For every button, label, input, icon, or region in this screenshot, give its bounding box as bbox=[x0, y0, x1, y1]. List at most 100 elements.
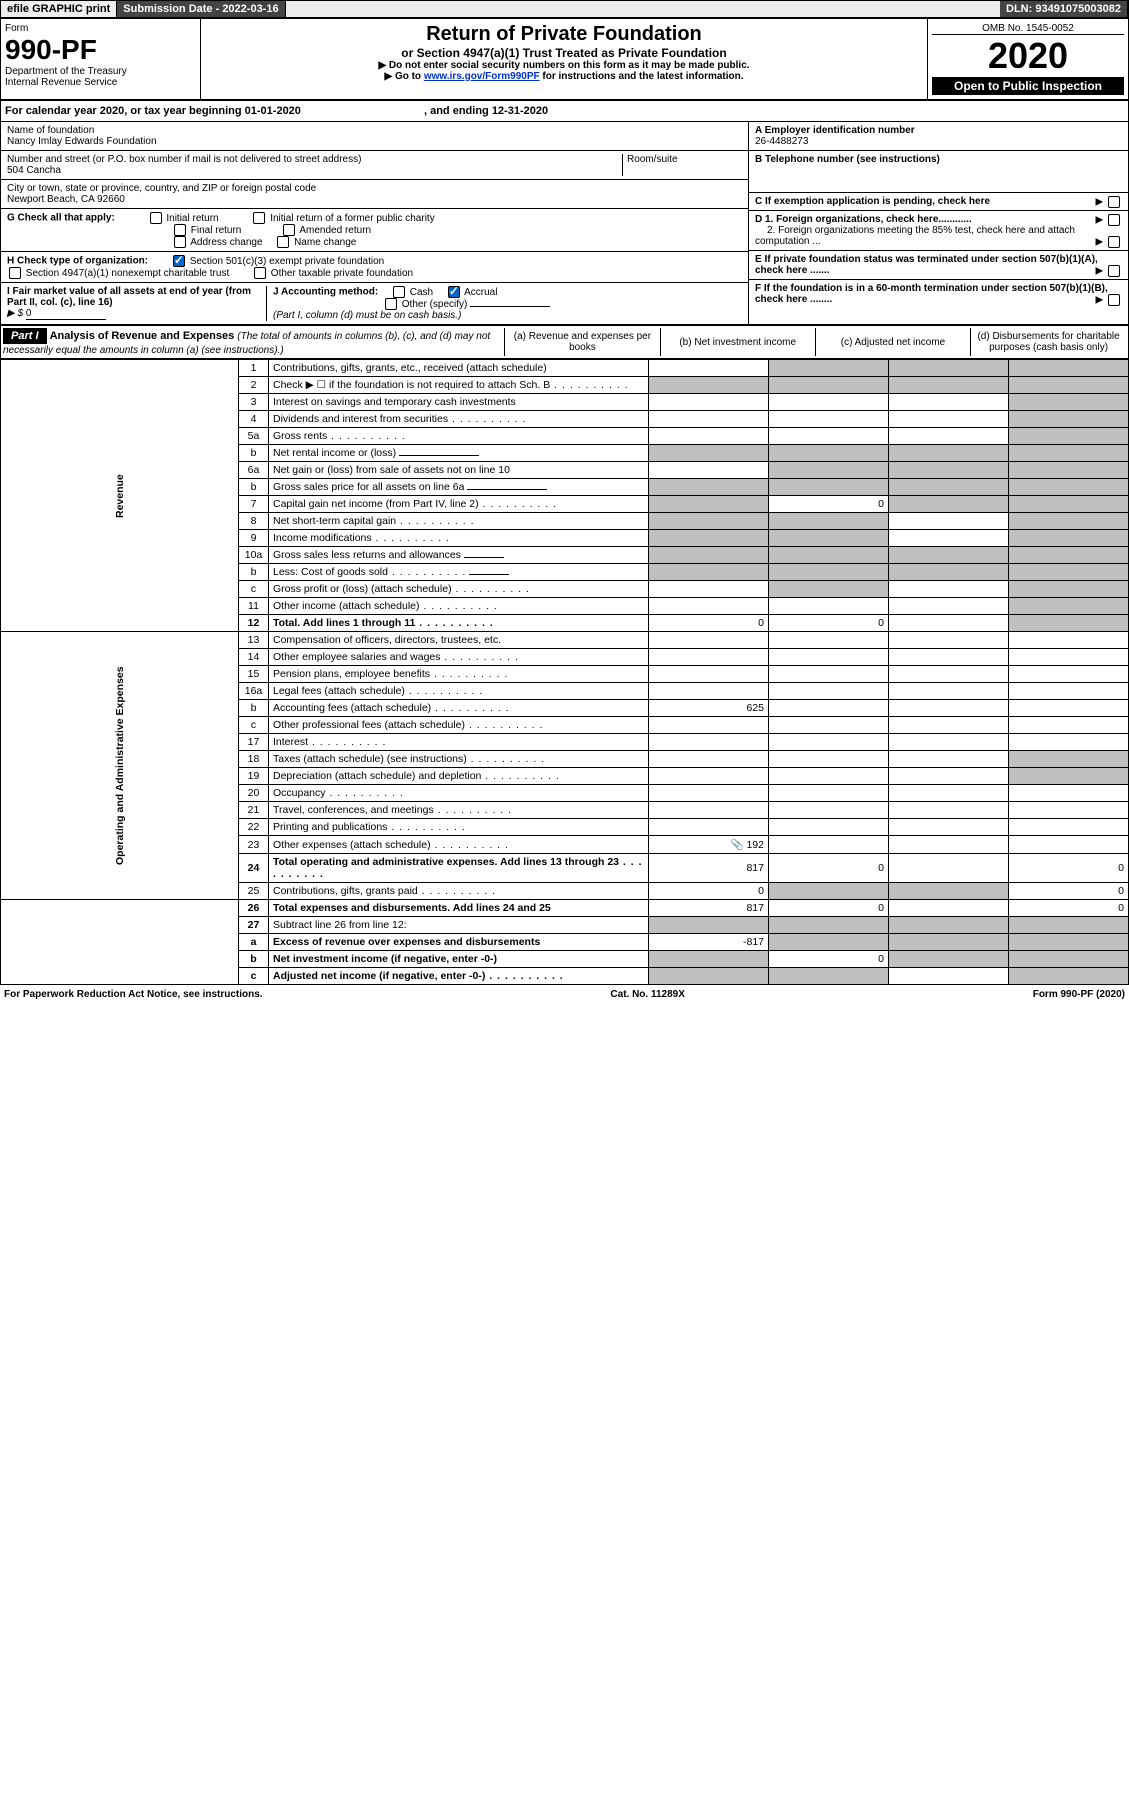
g-lbl: G Check all that apply: bbox=[7, 213, 115, 224]
col-b: (b) Net investment income bbox=[660, 328, 815, 356]
j-cash[interactable]: Cash bbox=[391, 287, 433, 298]
id-right: A Employer identification number 26-4488… bbox=[748, 122, 1128, 324]
col-a: (a) Revenue and expenses per books bbox=[505, 328, 660, 356]
form-header: Form 990-PF Department of the Treasury I… bbox=[0, 18, 1129, 100]
part1-tag: Part I bbox=[3, 328, 47, 344]
h-lbl: H Check type of organization: bbox=[7, 256, 148, 267]
h-o2[interactable]: Section 4947(a)(1) nonexempt charitable … bbox=[7, 268, 229, 279]
form-label: Form bbox=[5, 23, 196, 34]
foundation-name: Nancy Imlay Edwards Foundation bbox=[7, 136, 742, 147]
tax-year: 2020 bbox=[932, 35, 1124, 77]
note-pre: ▶ Go to bbox=[384, 71, 423, 82]
addr: 504 Cancha bbox=[7, 165, 622, 176]
ij-row: I Fair market value of all assets at end… bbox=[1, 283, 748, 324]
open-inspection: Open to Public Inspection bbox=[932, 77, 1124, 95]
h-o3[interactable]: Other taxable private foundation bbox=[252, 268, 413, 279]
col-c: (c) Adjusted net income bbox=[815, 328, 970, 356]
note-link: ▶ Go to www.irs.gov/Form990PF for instru… bbox=[205, 71, 923, 82]
cat-no: Cat. No. 11289X bbox=[610, 989, 684, 1000]
tel-row: B Telephone number (see instructions) bbox=[749, 151, 1128, 193]
g-o1[interactable]: Initial return bbox=[148, 213, 219, 224]
g-o2[interactable]: Initial return of a former public charit… bbox=[251, 213, 434, 224]
g-o4[interactable]: Amended return bbox=[281, 225, 371, 236]
form-ref: Form 990-PF (2020) bbox=[1033, 989, 1125, 1000]
addr-row: Number and street (or P.O. box number if… bbox=[1, 151, 748, 180]
row-26: 26Total expenses and disbursements. Add … bbox=[1, 900, 1129, 917]
d1-check[interactable]: ▶ bbox=[1096, 214, 1122, 226]
tel-lbl: B Telephone number (see instructions) bbox=[755, 154, 940, 165]
addr-cell: Number and street (or P.O. box number if… bbox=[7, 154, 622, 176]
form-subtitle: or Section 4947(a)(1) Trust Treated as P… bbox=[205, 46, 923, 60]
efile-label: efile GRAPHIC print bbox=[1, 1, 117, 17]
oae-label: Operating and Administrative Expenses bbox=[1, 632, 239, 900]
header-right: OMB No. 1545-0052 2020 Open to Public In… bbox=[928, 19, 1128, 99]
addr-lbl: Number and street (or P.O. box number if… bbox=[7, 154, 622, 165]
cal-b: , and ending 12-31-2020 bbox=[424, 105, 548, 117]
omb: OMB No. 1545-0052 bbox=[932, 23, 1124, 35]
dln: DLN: 93491075003082 bbox=[1000, 1, 1128, 17]
g-o3[interactable]: Final return bbox=[172, 225, 241, 236]
row-13: Operating and Administrative Expenses 13… bbox=[1, 632, 1129, 649]
f-check[interactable]: ▶ bbox=[1096, 294, 1122, 306]
header-left: Form 990-PF Department of the Treasury I… bbox=[1, 19, 201, 99]
d2-check[interactable]: ▶ bbox=[1096, 236, 1122, 248]
part1-table: Revenue 1Contributions, gifts, grants, e… bbox=[0, 359, 1129, 985]
revenue-label: Revenue bbox=[1, 360, 239, 632]
j-note: (Part I, column (d) must be on cash basi… bbox=[273, 310, 461, 321]
ein: 26-4488273 bbox=[755, 136, 808, 147]
city-row: City or town, state or province, country… bbox=[1, 180, 748, 209]
d1-lbl: D 1. Foreign organizations, check here..… bbox=[755, 214, 972, 225]
row-1: Revenue 1Contributions, gifts, grants, e… bbox=[1, 360, 1129, 377]
room-lbl: Room/suite bbox=[622, 154, 742, 176]
part1-title: Analysis of Revenue and Expenses bbox=[50, 330, 235, 342]
note-ssn: ▶ Do not enter social security numbers o… bbox=[205, 60, 923, 71]
g-row: G Check all that apply: Initial return I… bbox=[1, 209, 748, 252]
submission-date: Submission Date - 2022-03-16 bbox=[117, 1, 285, 17]
j-accrual[interactable]: Accrual bbox=[446, 287, 498, 298]
f-row: F If the foundation is in a 60-month ter… bbox=[749, 280, 1128, 308]
name-lbl: Name of foundation bbox=[7, 125, 742, 136]
g-o6[interactable]: Name change bbox=[275, 237, 356, 248]
i-lbl: I Fair market value of all assets at end… bbox=[7, 286, 251, 308]
d-row: D 1. Foreign organizations, check here..… bbox=[749, 211, 1128, 251]
header-mid: Return of Private Foundation or Section … bbox=[201, 19, 928, 99]
j-lbl: J Accounting method: bbox=[273, 287, 378, 298]
footer: For Paperwork Reduction Act Notice, see … bbox=[0, 985, 1129, 1004]
i-amt: 0 bbox=[26, 308, 106, 320]
form-number: 990-PF bbox=[5, 34, 196, 66]
j-block: J Accounting method: Cash Accrual Other … bbox=[267, 286, 742, 321]
h-row: H Check type of organization: Section 50… bbox=[1, 252, 748, 283]
part1-header: Part I Analysis of Revenue and Expenses … bbox=[0, 325, 1129, 359]
cal-a: For calendar year 2020, or tax year begi… bbox=[5, 105, 301, 117]
e-check[interactable]: ▶ bbox=[1096, 265, 1122, 277]
id-left: Name of foundation Nancy Imlay Edwards F… bbox=[1, 122, 748, 324]
e-row: E If private foundation status was termi… bbox=[749, 251, 1128, 280]
c-row: C If exemption application is pending, c… bbox=[749, 193, 1128, 211]
col-d: (d) Disbursements for charitable purpose… bbox=[971, 328, 1126, 356]
attach-icon[interactable]: 📎 bbox=[730, 839, 743, 851]
i-amt-lbl: ▶ $ bbox=[7, 308, 23, 319]
city: Newport Beach, CA 92660 bbox=[7, 194, 742, 205]
irs-link[interactable]: www.irs.gov/Form990PF bbox=[424, 71, 540, 82]
dept: Department of the Treasury bbox=[5, 66, 196, 77]
top-bar: efile GRAPHIC print Submission Date - 20… bbox=[0, 0, 1129, 18]
d2-lbl: 2. Foreign organizations meeting the 85%… bbox=[755, 225, 1075, 247]
note-post: for instructions and the latest informat… bbox=[540, 71, 744, 82]
city-lbl: City or town, state or province, country… bbox=[7, 183, 742, 194]
c-lbl: C If exemption application is pending, c… bbox=[755, 196, 990, 207]
c-check[interactable]: ▶ bbox=[1096, 196, 1122, 208]
g-o5[interactable]: Address change bbox=[172, 237, 263, 248]
ein-row: A Employer identification number 26-4488… bbox=[749, 122, 1128, 151]
pra-notice: For Paperwork Reduction Act Notice, see … bbox=[4, 989, 263, 1000]
j-other[interactable]: Other (specify) bbox=[383, 299, 467, 310]
name-row: Name of foundation Nancy Imlay Edwards F… bbox=[1, 122, 748, 151]
e-lbl: E If private foundation status was termi… bbox=[755, 254, 1098, 276]
h-o1[interactable]: Section 501(c)(3) exempt private foundat… bbox=[171, 256, 384, 267]
identity-block: Name of foundation Nancy Imlay Edwards F… bbox=[0, 122, 1129, 325]
form-title: Return of Private Foundation bbox=[205, 23, 923, 46]
irs: Internal Revenue Service bbox=[5, 77, 196, 88]
ein-lbl: A Employer identification number bbox=[755, 125, 915, 136]
calendar-year-row: For calendar year 2020, or tax year begi… bbox=[0, 100, 1129, 122]
f-lbl: F If the foundation is in a 60-month ter… bbox=[755, 283, 1108, 305]
i-block: I Fair market value of all assets at end… bbox=[7, 286, 267, 321]
